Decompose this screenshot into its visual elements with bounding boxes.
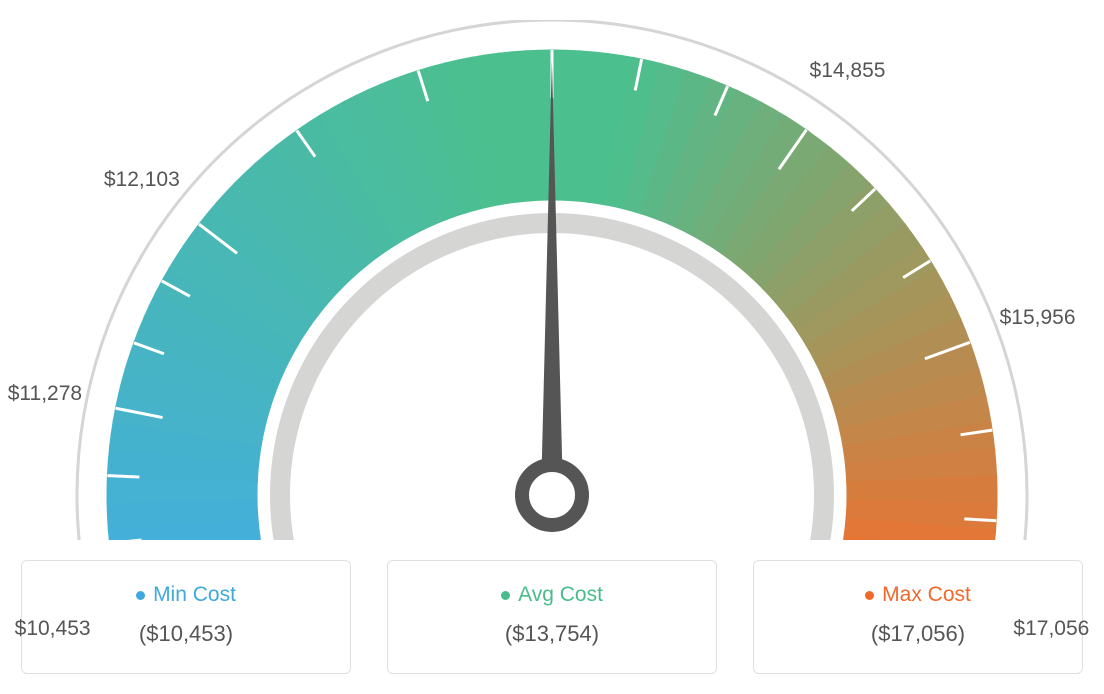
gauge-tick-label: $12,103 [104, 168, 180, 192]
gauge-svg [20, 20, 1084, 540]
legend-dot-icon [501, 591, 510, 600]
legend-title: Min Cost [136, 583, 236, 607]
gauge-needle-hub [522, 465, 582, 525]
legend-dot-icon [136, 591, 145, 600]
legend-dot-icon [865, 591, 874, 600]
legend-card: Avg Cost ($13,754) [387, 560, 717, 674]
gauge-tick-label: $15,956 [1000, 306, 1076, 330]
legend-title-text: Min Cost [153, 583, 236, 607]
legend-title: Avg Cost [501, 583, 603, 607]
legend-title-text: Avg Cost [518, 583, 603, 607]
gauge-tick-label: $14,855 [810, 59, 886, 83]
legend-value: ($13,754) [398, 621, 706, 647]
cost-gauge-chart: $10,453$11,278$12,103$13,754$14,855$15,9… [20, 20, 1084, 520]
gauge-tick-label: $17,056 [1013, 617, 1089, 641]
legend-title-text: Max Cost [882, 583, 971, 607]
gauge-tick-label: $10,453 [15, 617, 91, 641]
legend-title: Max Cost [865, 583, 971, 607]
gauge-tick-label: $11,278 [8, 382, 82, 406]
legend-row: Min Cost($10,453)Avg Cost($13,754)Max Co… [20, 560, 1084, 674]
